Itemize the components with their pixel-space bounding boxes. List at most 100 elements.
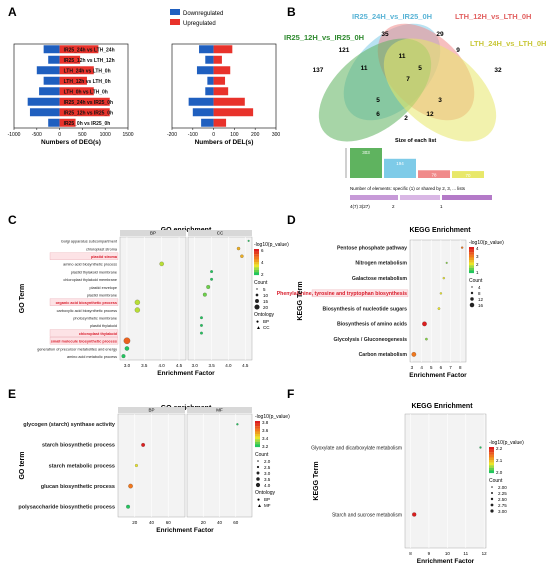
facet-strip [187,407,252,413]
bar [213,76,226,85]
size-legend-label: 4.0 [264,483,271,488]
color-bar-segment [489,454,494,458]
color-bar-segment [255,426,260,429]
data-point [411,352,417,357]
color-bar-label: 3 [476,254,479,259]
size-legend-dot [255,293,259,297]
upset-bar [350,148,382,178]
size-legend-dot [256,471,260,475]
color-bar-label: 3.8 [262,420,269,425]
term-label: glycogen (starch) synthase activity [23,422,116,428]
term-label: Starch and sucrose metabolism [332,512,402,518]
color-bar-segment [254,272,259,276]
data-point [445,261,448,264]
x-tick-label: -1000 [8,132,21,138]
data-point [200,331,203,335]
x-tick-label: 200 [251,132,260,138]
color-bar-segment [254,269,259,273]
term-label: Golgi apparatus subcompartment [61,240,118,244]
upset-title: Size of each list [395,138,436,144]
term-label: Biosynthesis of nucleotide sugars [323,306,408,312]
category-label: LTH_24h vs LTH_0h [64,68,111,74]
bar [199,45,214,54]
x-axis-label: Enrichment Factor [156,527,214,534]
color-bar-label: 3.4 [262,436,269,441]
legend-size-title: Count [489,478,503,484]
panel-label-c: C [8,213,17,227]
term-label: glucan biosynthetic process [41,484,115,490]
size-legend-dot [491,486,493,488]
venn-region-count: 3 [438,97,442,104]
color-bar-segment [489,460,494,463]
x-tick-label: 4.0 [225,363,232,368]
x-tick-label: 300 [272,132,281,138]
term-label: small molecule biosynthetic process [51,340,117,344]
size-legend-dot [254,304,260,310]
x-axis-label: Enrichment Factor [409,372,467,379]
x-tick-label: 20 [132,520,138,525]
size-legend-label: 20 [263,305,269,310]
size-legend-label: 2.25 [498,491,507,496]
x-tick-label: 3.5 [208,363,215,368]
x-tick-label: 20 [201,520,207,525]
size-legend-label: 3.5 [264,477,271,482]
x-axis-label: Numbers of DEL(s) [195,139,254,146]
data-point [247,239,250,242]
venn-region-count: 2 [404,115,408,122]
highlight-box [49,329,119,337]
color-bar-segment [254,262,259,265]
legend-up-swatch [170,19,180,25]
upset-segment [350,195,398,200]
ontology-marker: ● [257,497,260,503]
size-legend-label: 10 [263,293,269,298]
size-legend-label: 16 [478,303,484,308]
bar [188,97,214,106]
y-axis-label: KEGG Term [297,281,304,320]
facet-label: MF [216,408,223,413]
size-legend-label: 3.00 [498,509,507,514]
x-tick-label: -100 [188,132,198,138]
category-label: IR25_12h vs LTH_12h [64,58,115,64]
term-label: plastid stroma [91,255,118,259]
panel-label-d: D [287,213,296,227]
upset-segment-label: 1 [440,204,443,209]
x-tick-label: 12 [482,551,488,556]
venn-region-count: 5 [418,65,422,72]
size-legend-dot [255,482,261,488]
color-bar-segment [255,428,260,432]
color-bar-label: 3.2 [262,444,269,449]
color-bar-segment [469,260,474,263]
category-label: IR25_24h vs LTH_24h [64,47,115,53]
term-label: organic acid biosynthetic process [56,301,117,305]
legend-color-title: -log10(p_value) [255,414,290,420]
ontology-marker: ▲ [256,325,261,331]
category-label: LTH_12h vs LTH_0h [64,79,111,85]
upset-bar-label: 194 [396,161,404,166]
color-bar-segment [255,421,260,424]
facet-strip [120,230,186,236]
color-bar-segment [469,257,474,261]
data-point [206,285,211,289]
color-bar-label: 2.1 [496,458,503,463]
bar [59,55,81,64]
size-legend-label: 4 [478,285,481,290]
panel-label-b: B [287,5,296,19]
upset-bar-label: 70 [465,173,471,178]
term-label: polysaccharide biosynthetic process [18,505,115,511]
x-tick-label: 40 [217,520,223,525]
plot-panel [404,413,487,549]
x-tick-label: 0 [212,132,215,138]
bar [213,87,229,96]
venn-region-count: 6 [376,111,380,118]
color-bar-segment [469,267,474,271]
bar [59,97,110,106]
x-tick-label: 1500 [122,132,133,138]
kegg-enrichment-chart-d: KEGG Enrichment 3 4 5 6 7 8 Pentose phosphate p… [277,227,504,379]
bar [213,97,245,106]
chart-title: GO enrichment [161,405,212,412]
facet-label: CC [217,231,224,236]
bar [213,66,231,75]
color-bar-segment [469,262,474,266]
x-tick-label: 3 [411,365,414,370]
